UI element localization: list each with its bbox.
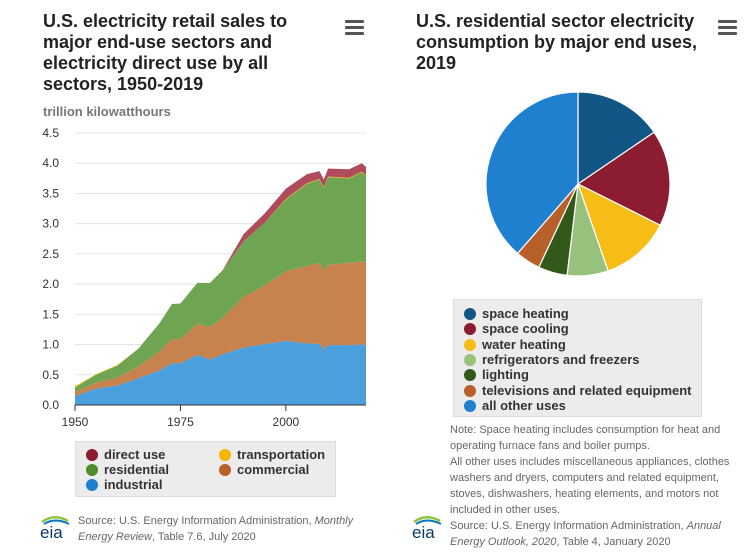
legend-swatch bbox=[86, 479, 98, 491]
legend-item-transportation[interactable]: transportation bbox=[219, 447, 325, 462]
legend-swatch bbox=[86, 464, 98, 476]
y-tick-label: 1.0 bbox=[42, 338, 59, 352]
legend-item-residential[interactable]: residential bbox=[86, 462, 169, 477]
hamburger-menu-icon[interactable] bbox=[718, 20, 737, 36]
area-series-commercial[interactable] bbox=[75, 261, 366, 396]
legend-swatch bbox=[464, 369, 476, 382]
legend-item-industrial[interactable]: industrial bbox=[86, 477, 163, 492]
x-tick-label: 1950 bbox=[62, 415, 89, 429]
svg-text:eia: eia bbox=[40, 523, 63, 539]
sales-chart-panel: U.S. electricity retail sales to major e… bbox=[40, 11, 366, 543]
legend-item-commercial[interactable]: commercial bbox=[219, 462, 309, 477]
y-tick-label: 4.0 bbox=[42, 156, 59, 170]
legend-item-direct-use[interactable]: direct use bbox=[86, 447, 165, 462]
legend-item-refrigerators-and-freezers[interactable]: refrigerators and freezers bbox=[464, 352, 640, 367]
chart-note: Note: Space heating includes consumption… bbox=[450, 422, 745, 550]
legend-label: lighting bbox=[482, 367, 529, 383]
legend-item-space-heating[interactable]: space heating bbox=[464, 306, 569, 321]
legend-swatch bbox=[464, 308, 476, 320]
pie-chart bbox=[485, 91, 671, 277]
legend-label: direct use bbox=[104, 447, 166, 462]
area-series-industrial[interactable] bbox=[75, 340, 366, 405]
residential-chart-panel: U.S. residential sector electricity cons… bbox=[375, 0, 750, 553]
chart-title: U.S. electricity retail sales to major e… bbox=[43, 11, 288, 94]
svg-text:eia: eia bbox=[412, 523, 435, 539]
y-tick-label: 0.0 bbox=[42, 398, 59, 412]
legend-swatch bbox=[219, 464, 231, 476]
y-tick-label: 2.5 bbox=[42, 247, 59, 261]
y-axis-unit-label: trillion kilowatthours bbox=[43, 104, 171, 119]
eia-logo: eia bbox=[412, 516, 442, 539]
chart-legend: direct use transportation residential co… bbox=[75, 441, 336, 497]
legend-swatch bbox=[86, 449, 98, 461]
pie-slice-water-heating[interactable] bbox=[576, 182, 662, 272]
y-tick-label: 1.5 bbox=[42, 307, 59, 321]
legend-label: industrial bbox=[104, 477, 163, 492]
y-tick-label: 0.5 bbox=[42, 368, 59, 382]
legend-label: televisions and related equipment bbox=[482, 382, 692, 398]
legend-swatch bbox=[464, 384, 476, 397]
legend-label: commercial bbox=[237, 462, 310, 477]
source-citation: Source: U.S. Energy Information Administ… bbox=[450, 520, 721, 548]
legend-label: space cooling bbox=[482, 321, 569, 337]
hamburger-menu-icon[interactable] bbox=[345, 20, 364, 36]
area-chart: 0.0 0.5 1.0 1.5 2.0 2.5 3.0 3.5 4.0 4.5 1950 1975 20… bbox=[42, 126, 366, 429]
note-other-uses: All other uses includes miscellaneous ap… bbox=[450, 456, 730, 516]
note-space-heating: Note: Space heating includes consumption… bbox=[450, 424, 721, 452]
pie-legend: space heating space cooling water heating r… bbox=[453, 299, 702, 417]
legend-item-all-other-uses[interactable]: all other uses bbox=[464, 398, 566, 413]
legend-label: refrigerators and freezers bbox=[482, 351, 640, 367]
legend-swatch bbox=[464, 323, 476, 336]
legend-label: water heating bbox=[482, 336, 566, 352]
eia-logo: eia bbox=[40, 516, 70, 539]
chart-title: U.S. residential sector electricity cons… bbox=[416, 11, 698, 73]
y-tick-label: 4.5 bbox=[42, 126, 59, 140]
legend-swatch bbox=[219, 449, 231, 461]
legend-item-lighting[interactable]: lighting bbox=[464, 367, 529, 382]
legend-item-televisions-and-related-equipment[interactable]: televisions and related equipment bbox=[464, 383, 692, 398]
legend-item-space-cooling[interactable]: space cooling bbox=[464, 321, 569, 336]
legend-swatch bbox=[464, 353, 476, 366]
legend-swatch bbox=[464, 399, 476, 412]
legend-item-water-heating[interactable]: water heating bbox=[464, 337, 566, 352]
source-citation: Source: U.S. Energy Information Administ… bbox=[78, 515, 354, 543]
pie-slice-space-cooling[interactable] bbox=[576, 131, 671, 227]
legend-label: transportation bbox=[237, 447, 326, 462]
x-tick-label: 2000 bbox=[273, 415, 300, 429]
legend-label: all other uses bbox=[482, 397, 566, 413]
pie-slice-all-other-uses[interactable] bbox=[485, 91, 579, 255]
y-tick-label: 3.0 bbox=[42, 217, 59, 231]
y-tick-label: 2.0 bbox=[42, 277, 59, 291]
x-tick-label: 1975 bbox=[167, 415, 194, 429]
legend-swatch bbox=[464, 338, 476, 351]
legend-label: space heating bbox=[482, 306, 569, 321]
pie-slice-space-heating[interactable] bbox=[577, 91, 655, 186]
y-tick-label: 3.5 bbox=[42, 186, 59, 200]
legend-label: residential bbox=[104, 462, 170, 477]
area-series-residential[interactable] bbox=[75, 172, 366, 392]
